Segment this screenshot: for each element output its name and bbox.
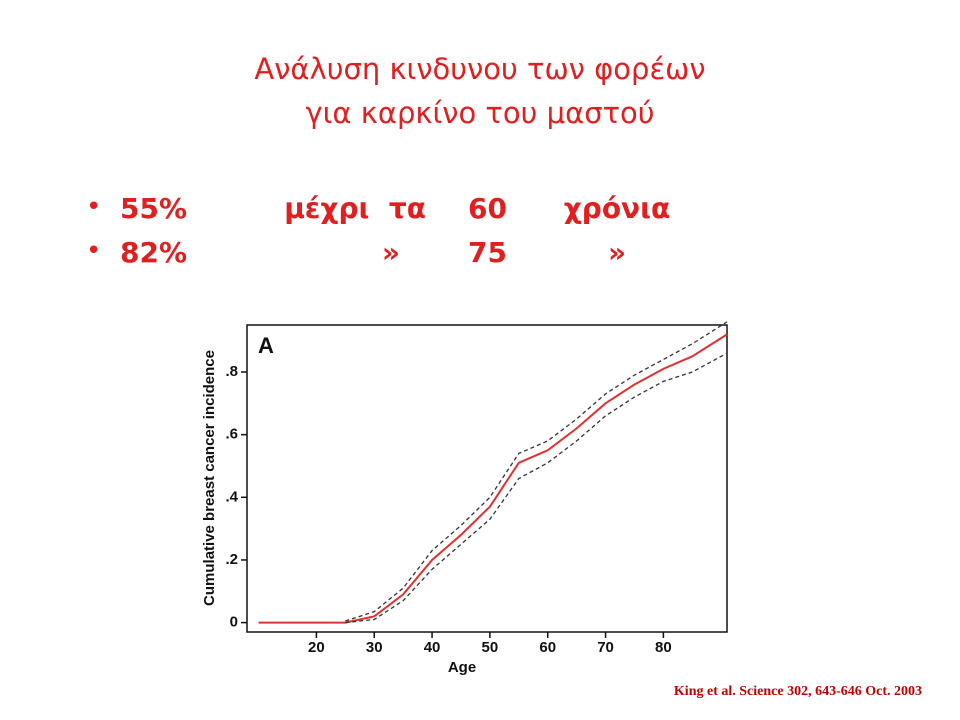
y-tick-label: .4 [225, 488, 238, 505]
x-tick-label: 80 [655, 639, 672, 656]
y-tick-label: .8 [225, 363, 238, 380]
x-tick-label: 40 [424, 639, 441, 656]
line [345, 321, 728, 622]
y-tick-label: 0 [230, 614, 238, 631]
bullet-cell: » [381, 236, 400, 269]
bullet-cell: 75 [468, 236, 507, 269]
x-tick-label: 30 [366, 639, 383, 656]
y-tick-label: .2 [225, 551, 238, 568]
plot-frame [246, 324, 728, 633]
y-axis-label: Cumulative breast cancer incidence [201, 350, 218, 606]
x-tick-label: 20 [308, 639, 325, 656]
title-line: Ανάλυση κινδυνου των φορέων [254, 52, 706, 86]
x-axis-label: Age [448, 659, 476, 676]
bullet-dot: • [86, 236, 102, 266]
bullet-dot: • [86, 192, 102, 222]
bullet-cell: 55% [120, 192, 188, 225]
title-line: για καρκίνο του μαστού [305, 96, 655, 130]
bullet-cell: 82% [120, 236, 188, 269]
bullet-cell: » [607, 236, 627, 269]
y-tick-label: .6 [225, 426, 238, 443]
citation: King et al. Science 302, 643-646 Oct. 20… [673, 684, 922, 699]
bullet-cell: 60 [468, 192, 507, 225]
x-tick-label: 50 [482, 639, 499, 656]
panel-label: A [258, 333, 274, 358]
bullet-cell: μέχρι τα [284, 192, 426, 225]
x-tick-label: 60 [539, 639, 556, 656]
line [345, 352, 728, 624]
x-tick-label: 70 [597, 639, 614, 656]
bullet-cell: χρόνια [563, 192, 671, 225]
line [258, 333, 728, 624]
